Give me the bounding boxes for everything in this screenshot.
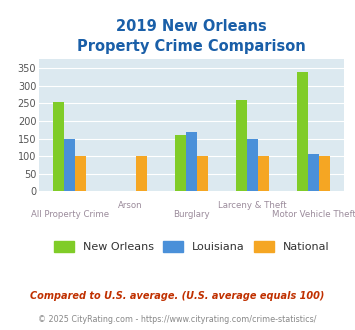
Text: © 2025 CityRating.com - https://www.cityrating.com/crime-statistics/: © 2025 CityRating.com - https://www.city… — [38, 315, 317, 324]
Bar — [258, 156, 269, 191]
Title: 2019 New Orleans
Property Crime Comparison: 2019 New Orleans Property Crime Comparis… — [77, 19, 306, 54]
Text: Arson: Arson — [118, 201, 143, 210]
Text: All Property Crime: All Property Crime — [31, 210, 109, 219]
Bar — [53, 102, 64, 191]
Legend: New Orleans, Louisiana, National: New Orleans, Louisiana, National — [50, 237, 334, 256]
Bar — [297, 72, 308, 191]
Bar — [197, 156, 208, 191]
Bar — [175, 135, 186, 191]
Bar — [319, 156, 330, 191]
Bar — [64, 139, 75, 191]
Bar — [308, 154, 319, 191]
Text: Motor Vehicle Theft: Motor Vehicle Theft — [272, 210, 355, 219]
Bar — [75, 156, 86, 191]
Text: Burglary: Burglary — [173, 210, 210, 219]
Text: Larceny & Theft: Larceny & Theft — [218, 201, 287, 210]
Bar — [136, 156, 147, 191]
Text: Compared to U.S. average. (U.S. average equals 100): Compared to U.S. average. (U.S. average … — [30, 291, 325, 301]
Bar — [236, 100, 247, 191]
Bar — [186, 132, 197, 191]
Bar — [247, 139, 258, 191]
